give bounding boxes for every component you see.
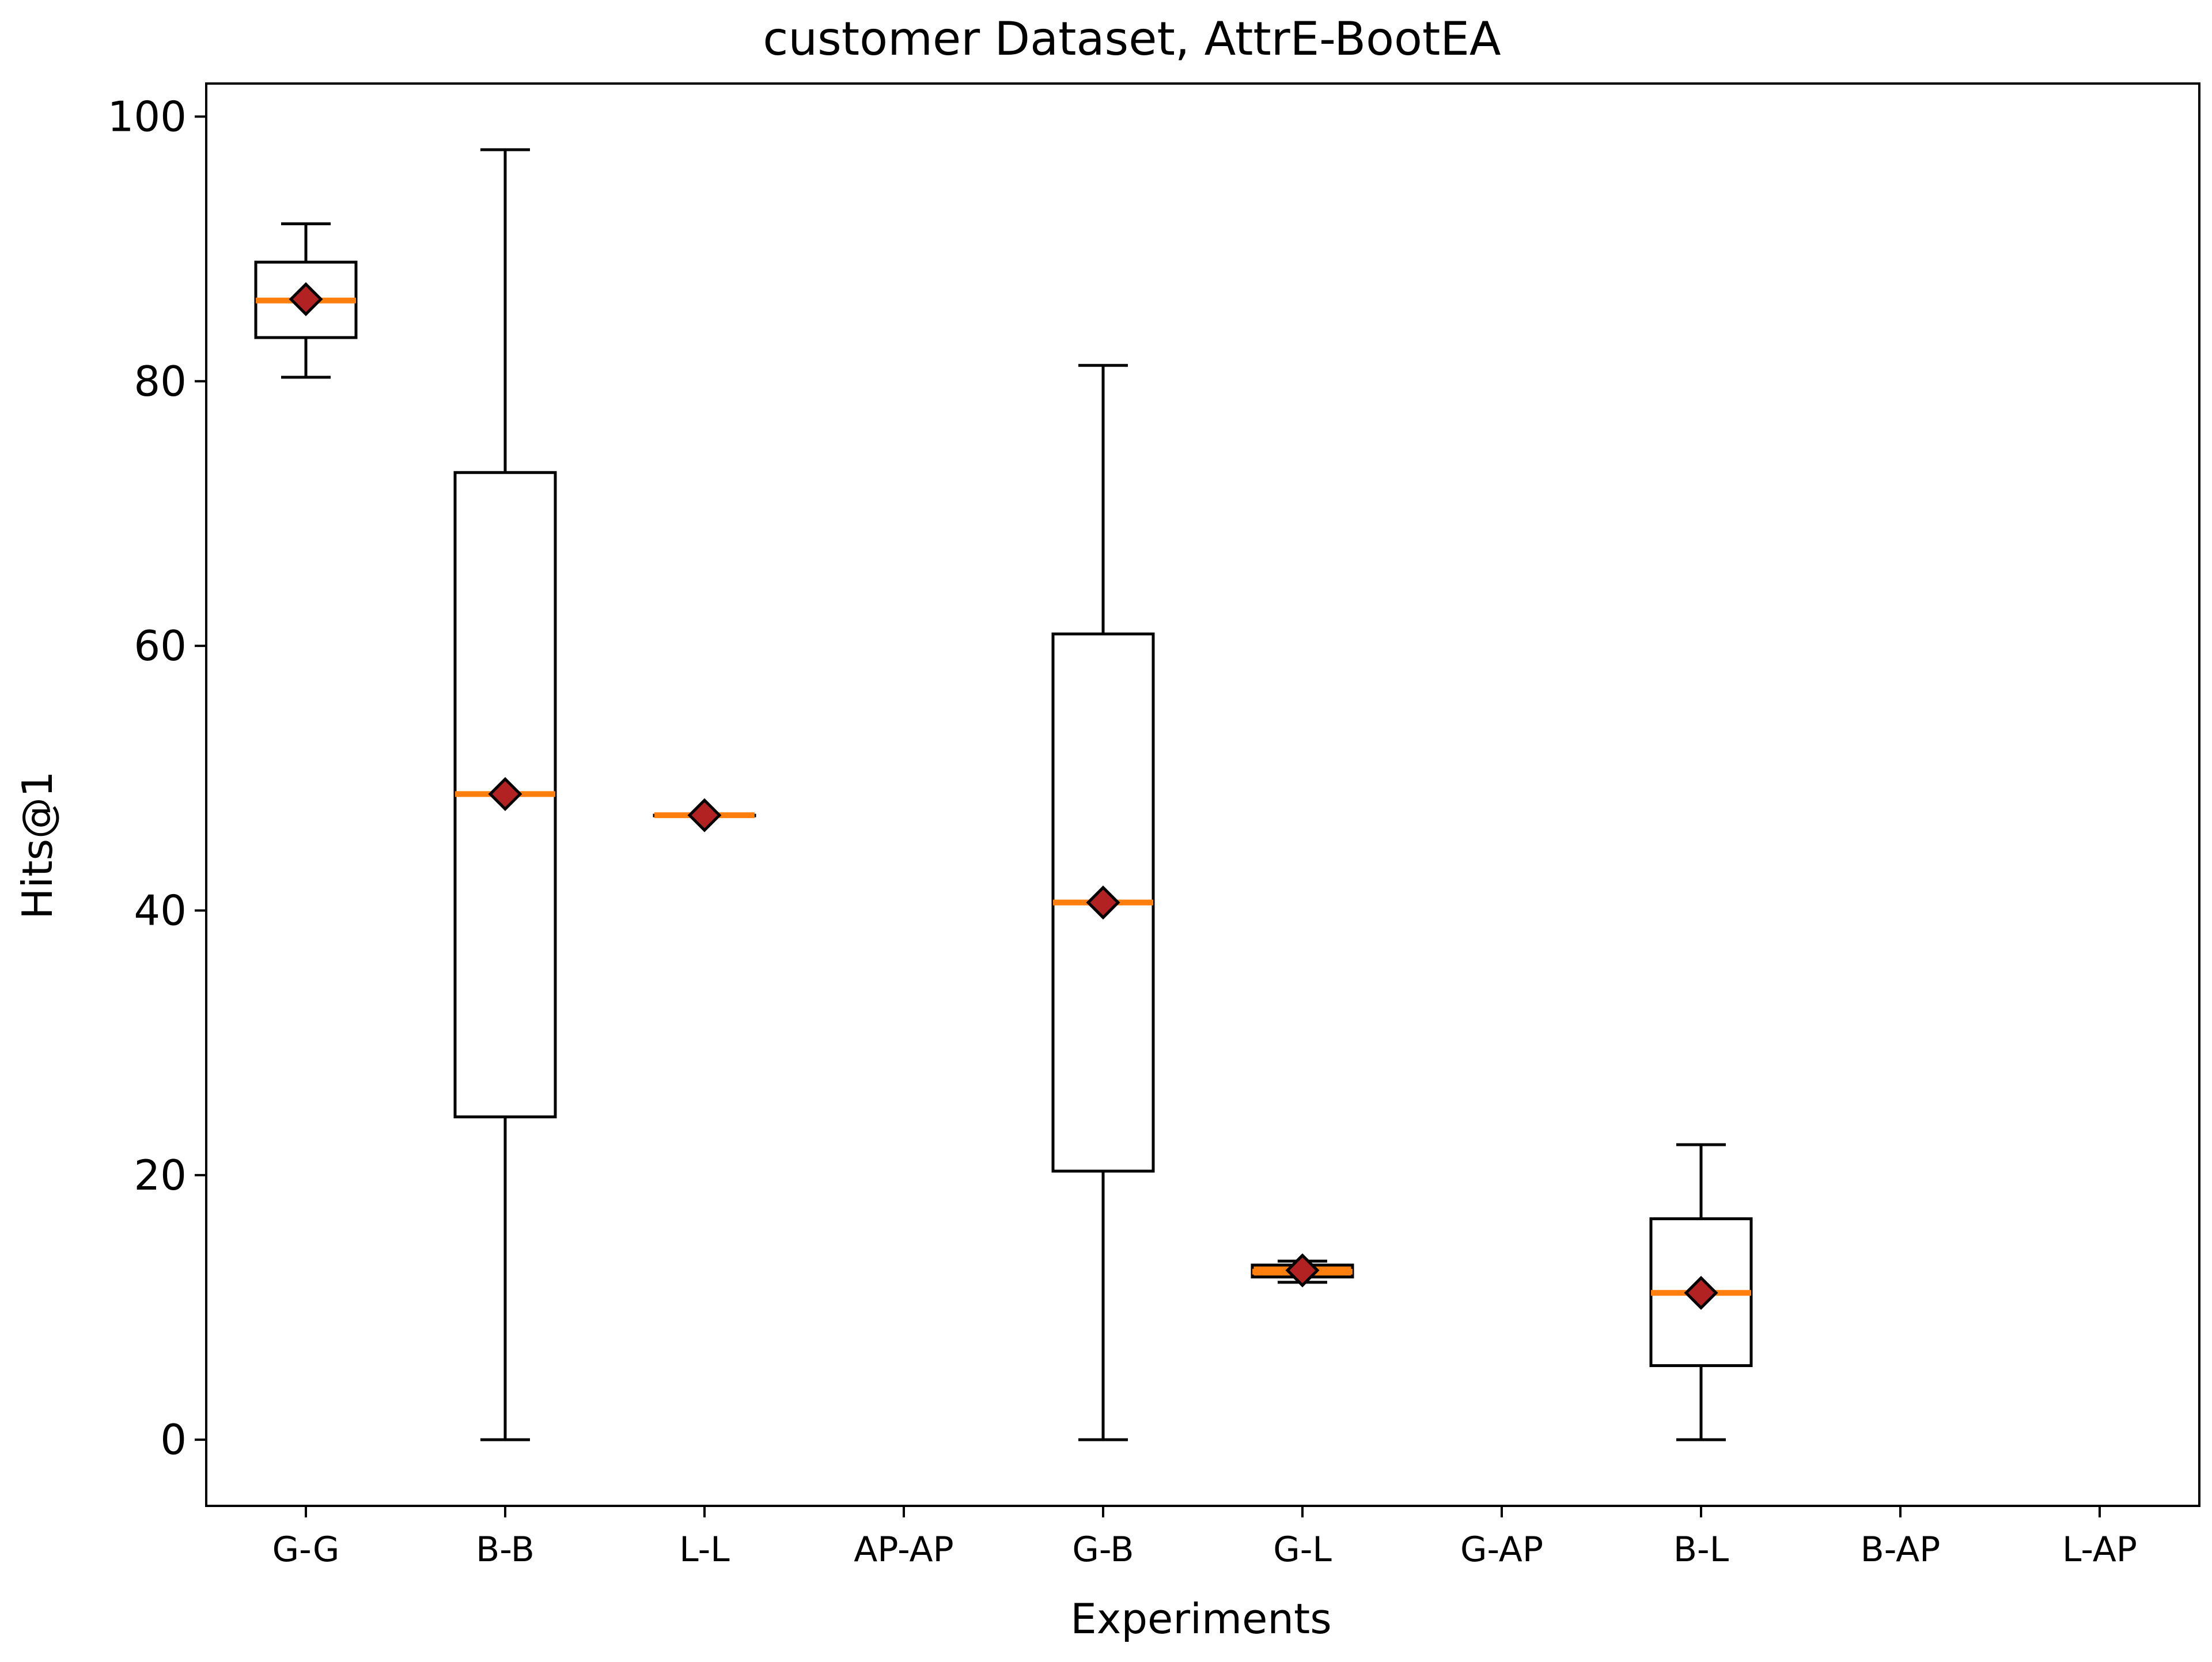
y-tick-label: 0 [160,1415,187,1464]
y-axis-label: Hits@1 [13,771,62,919]
x-tick-label: B-B [476,1530,535,1570]
y-tick-label: 100 [108,92,187,141]
x-tick-label: L-AP [2062,1530,2137,1570]
x-tick-label: B-L [1673,1530,1729,1570]
mean-marker [488,777,522,811]
mean-marker [289,282,323,316]
y-tick-label: 80 [134,357,187,406]
x-tick-label: G-L [1273,1530,1332,1570]
y-tick-label: 20 [134,1151,187,1199]
mean-marker [1684,1275,1718,1310]
chart-title: customer Dataset, AttrE-BootEA [763,12,1501,66]
y-tick-label: 60 [134,622,187,670]
plot-area: 0 20 40 60 80 100 G-G B-B L-L AP-AP G-B G-L G-AP B-L B… [108,82,2200,1570]
x-tick-label: G-G [272,1530,340,1570]
x-tick-label: L-L [679,1530,730,1570]
mean-marker [687,798,722,832]
x-tick-label: AP-AP [854,1530,953,1570]
mean-marker [1086,885,1120,920]
axes-frame [205,82,2200,1507]
y-tick-label: 40 [134,886,187,934]
x-tick-label: G-B [1072,1530,1134,1570]
x-tick-label: B-AP [1861,1530,1941,1570]
x-tick-label: G-AP [1460,1530,1543,1570]
x-axis-label: Experiments [1070,1595,1332,1643]
mean-marker [1285,1253,1320,1288]
